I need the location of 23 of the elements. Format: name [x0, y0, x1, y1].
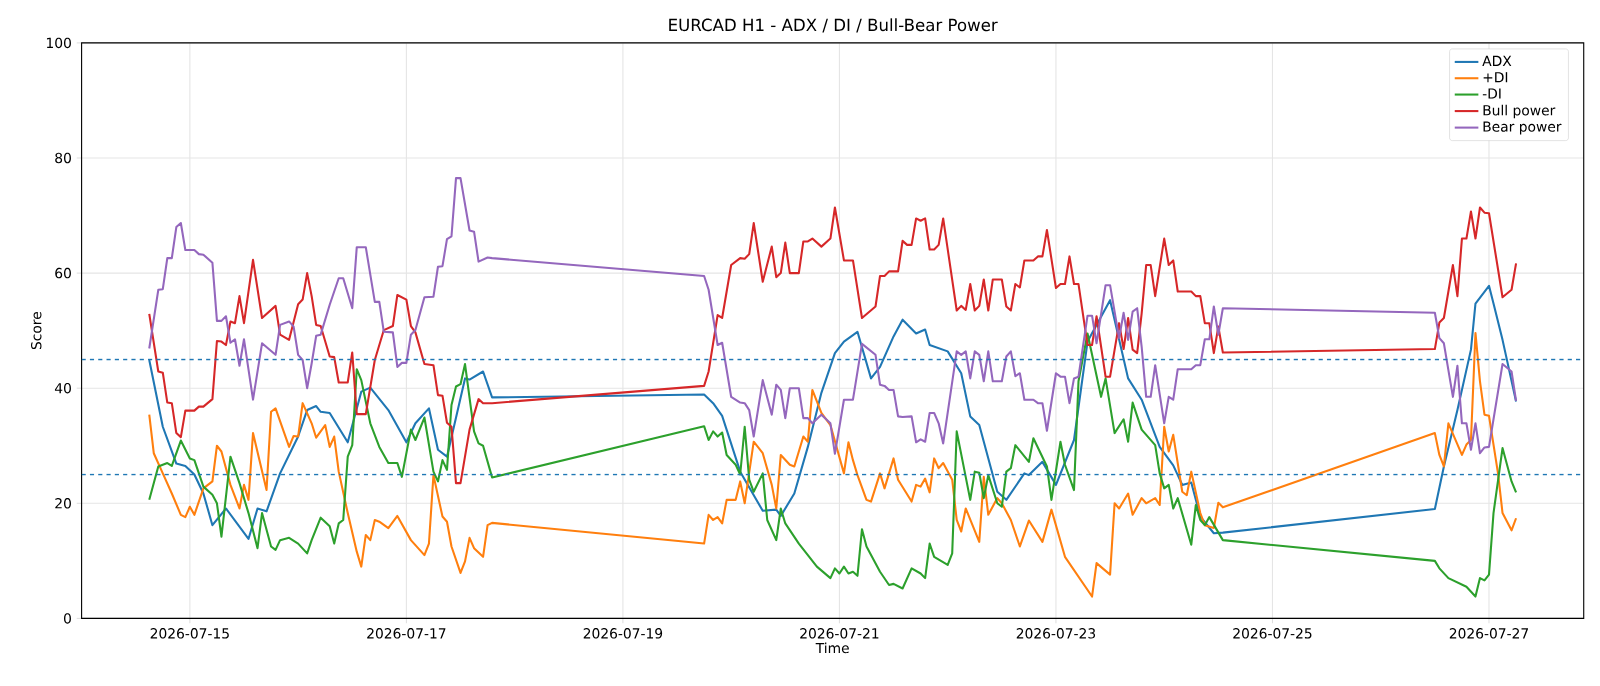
- y-tick-label: 100: [46, 37, 71, 49]
- x-tick-label: 2026-07-23: [1016, 628, 1096, 639]
- legend-label: Bull power: [1483, 104, 1556, 119]
- y-tick-label: 60: [55, 267, 71, 279]
- x-tick-label: 2026-07-21: [800, 628, 879, 639]
- y-axis-title: Score: [31, 311, 42, 350]
- x-tick-label: 2026-07-15: [150, 628, 229, 639]
- x-tick-label: 2026-07-17: [367, 628, 446, 639]
- legend-label: ADX: [1482, 55, 1512, 66]
- legend-label: Bear power: [1483, 121, 1562, 135]
- line-series: [148, 206, 1518, 485]
- chart-title: EURCAD H1 - ADX / DI / Bull-Bear Power: [669, 18, 998, 33]
- y-tick-label: 80: [55, 152, 71, 164]
- y-tick-label: 40: [54, 382, 71, 394]
- x-tick-label: 2026-07-19: [583, 628, 663, 639]
- line-series: [148, 177, 1518, 455]
- legend-label: -DI: [1482, 88, 1501, 99]
- y-tick-label: 20: [55, 498, 71, 509]
- legend-label: +DI: [1483, 72, 1508, 83]
- x-axis-title: Time: [815, 642, 849, 654]
- y-tick-label: 0: [63, 613, 71, 624]
- x-tick-label: 2026-07-25: [1233, 628, 1312, 639]
- x-tick-label: 2026-07-27: [1449, 628, 1528, 639]
